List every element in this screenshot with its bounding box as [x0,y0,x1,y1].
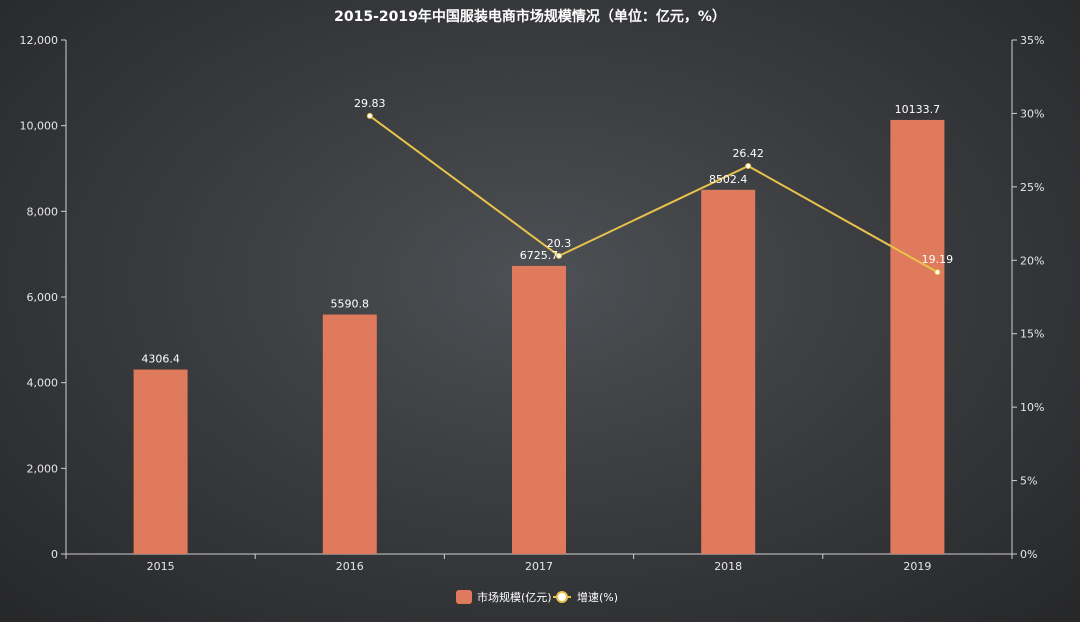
legend[interactable]: 市场规模(亿元) 增速(%) [456,590,618,604]
bar-value-label: 10133.7 [895,103,941,116]
y-right-tick-label: 10% [1020,401,1044,414]
y-left-tick-label: 2,000 [27,462,59,475]
line-value-label: 19.19 [922,253,954,266]
y-right-tick-label: 5% [1020,475,1037,488]
bar[interactable] [701,189,756,554]
line-series [366,112,941,276]
bar[interactable] [512,265,566,554]
bar[interactable] [322,314,377,554]
line-point[interactable] [934,269,941,276]
chart-title: 2015-2019年中国服装电商市场规模情况（单位：亿元，%） [334,8,726,25]
y-right-tick-label: 35% [1020,34,1044,47]
line-value-label: 29.83 [354,97,386,110]
y-right-tick-label: 15% [1020,328,1044,341]
legend-line-label[interactable]: 增速(%) [577,590,618,604]
y-right-tick-label: 30% [1020,107,1044,120]
data-labels: 4306.4 5590.8 6725.7 8502.4 10133.7 29.83 20.3… [141,97,953,366]
bar[interactable] [133,369,188,554]
line-point[interactable] [366,112,373,119]
bar-value-label: 8502.4 [709,173,748,186]
y-left-tick-label: 8,000 [27,205,59,218]
x-tick-label: 2018 [714,560,742,573]
y-left-tick-label: 12,000 [20,34,59,47]
line-point[interactable] [745,163,752,170]
y-left-tick-label: 0 [51,548,58,561]
y-right-tick-label: 25% [1020,181,1044,194]
legend-bar-swatch[interactable] [456,590,472,604]
line-value-label: 20.3 [547,237,572,250]
axes: 0 2,000 4,000 6,000 8,000 10,000 12,000 0% 5% 10%… [20,34,1045,573]
growth-rate-line [369,115,938,274]
bar[interactable] [890,119,945,554]
y-left-tick-label: 4,000 [27,377,59,390]
legend-line-marker[interactable] [556,591,568,603]
bar-series [133,119,945,554]
y-right-tick-label: 0% [1020,548,1037,561]
x-tick-label: 2016 [336,560,364,573]
bar-value-label: 6725.7 [520,249,559,262]
y-left-tick-label: 6,000 [27,291,59,304]
x-tick-label: 2015 [147,560,175,573]
line-value-label: 26.42 [732,147,764,160]
bar-value-label: 4306.4 [141,353,180,366]
y-left-tick-label: 10,000 [20,120,59,133]
x-tick-label: 2017 [525,560,553,573]
legend-bar-label[interactable]: 市场规模(亿元) [477,590,552,604]
x-tick-label: 2019 [903,560,931,573]
bar-value-label: 5590.8 [331,298,370,311]
y-right-tick-label: 20% [1020,254,1044,267]
line-point[interactable] [556,252,562,259]
